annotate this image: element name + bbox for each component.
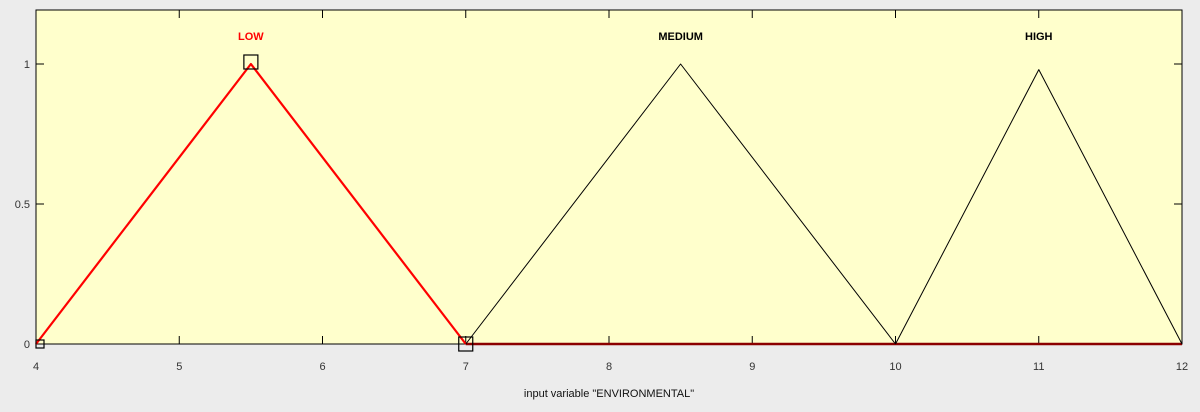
x-axis-title: input variable "ENVIRONMENTAL" bbox=[524, 388, 694, 400]
x-tick-label: 7 bbox=[463, 361, 469, 373]
selection-handles[interactable] bbox=[35, 54, 474, 352]
y-tick-label: 1 bbox=[24, 59, 30, 71]
x-tick-label: 11 bbox=[1033, 361, 1044, 373]
mf-label-medium: MEDIUM bbox=[658, 31, 703, 43]
mf-line-medium[interactable] bbox=[465, 63, 896, 345]
mf-line-low[interactable] bbox=[35, 62, 467, 345]
plot-area[interactable] bbox=[36, 10, 1182, 344]
x-tick-label: 12 bbox=[1176, 361, 1188, 373]
membership-functions[interactable] bbox=[35, 62, 1183, 346]
mf-label-high: HIGH bbox=[1025, 31, 1053, 43]
vertex-handle[interactable] bbox=[243, 54, 259, 70]
x-tick-label: 8 bbox=[606, 361, 612, 373]
x-tick-label: 9 bbox=[749, 361, 755, 373]
mf-line-high[interactable] bbox=[895, 69, 1183, 345]
x-tick-label: 5 bbox=[176, 361, 182, 373]
vertex-handle[interactable] bbox=[35, 339, 45, 349]
membership-function-labels: LOW MEDIUM HIGH bbox=[238, 31, 1053, 43]
x-tick-label: 10 bbox=[889, 361, 901, 373]
x-tick-label: 4 bbox=[33, 361, 39, 373]
y-tick-label: 0 bbox=[24, 339, 30, 351]
vertex-handle[interactable] bbox=[458, 336, 474, 352]
y-tick-label: 0.5 bbox=[15, 199, 30, 211]
mf-label-low: LOW bbox=[238, 31, 264, 43]
x-tick-label: 6 bbox=[319, 361, 325, 373]
